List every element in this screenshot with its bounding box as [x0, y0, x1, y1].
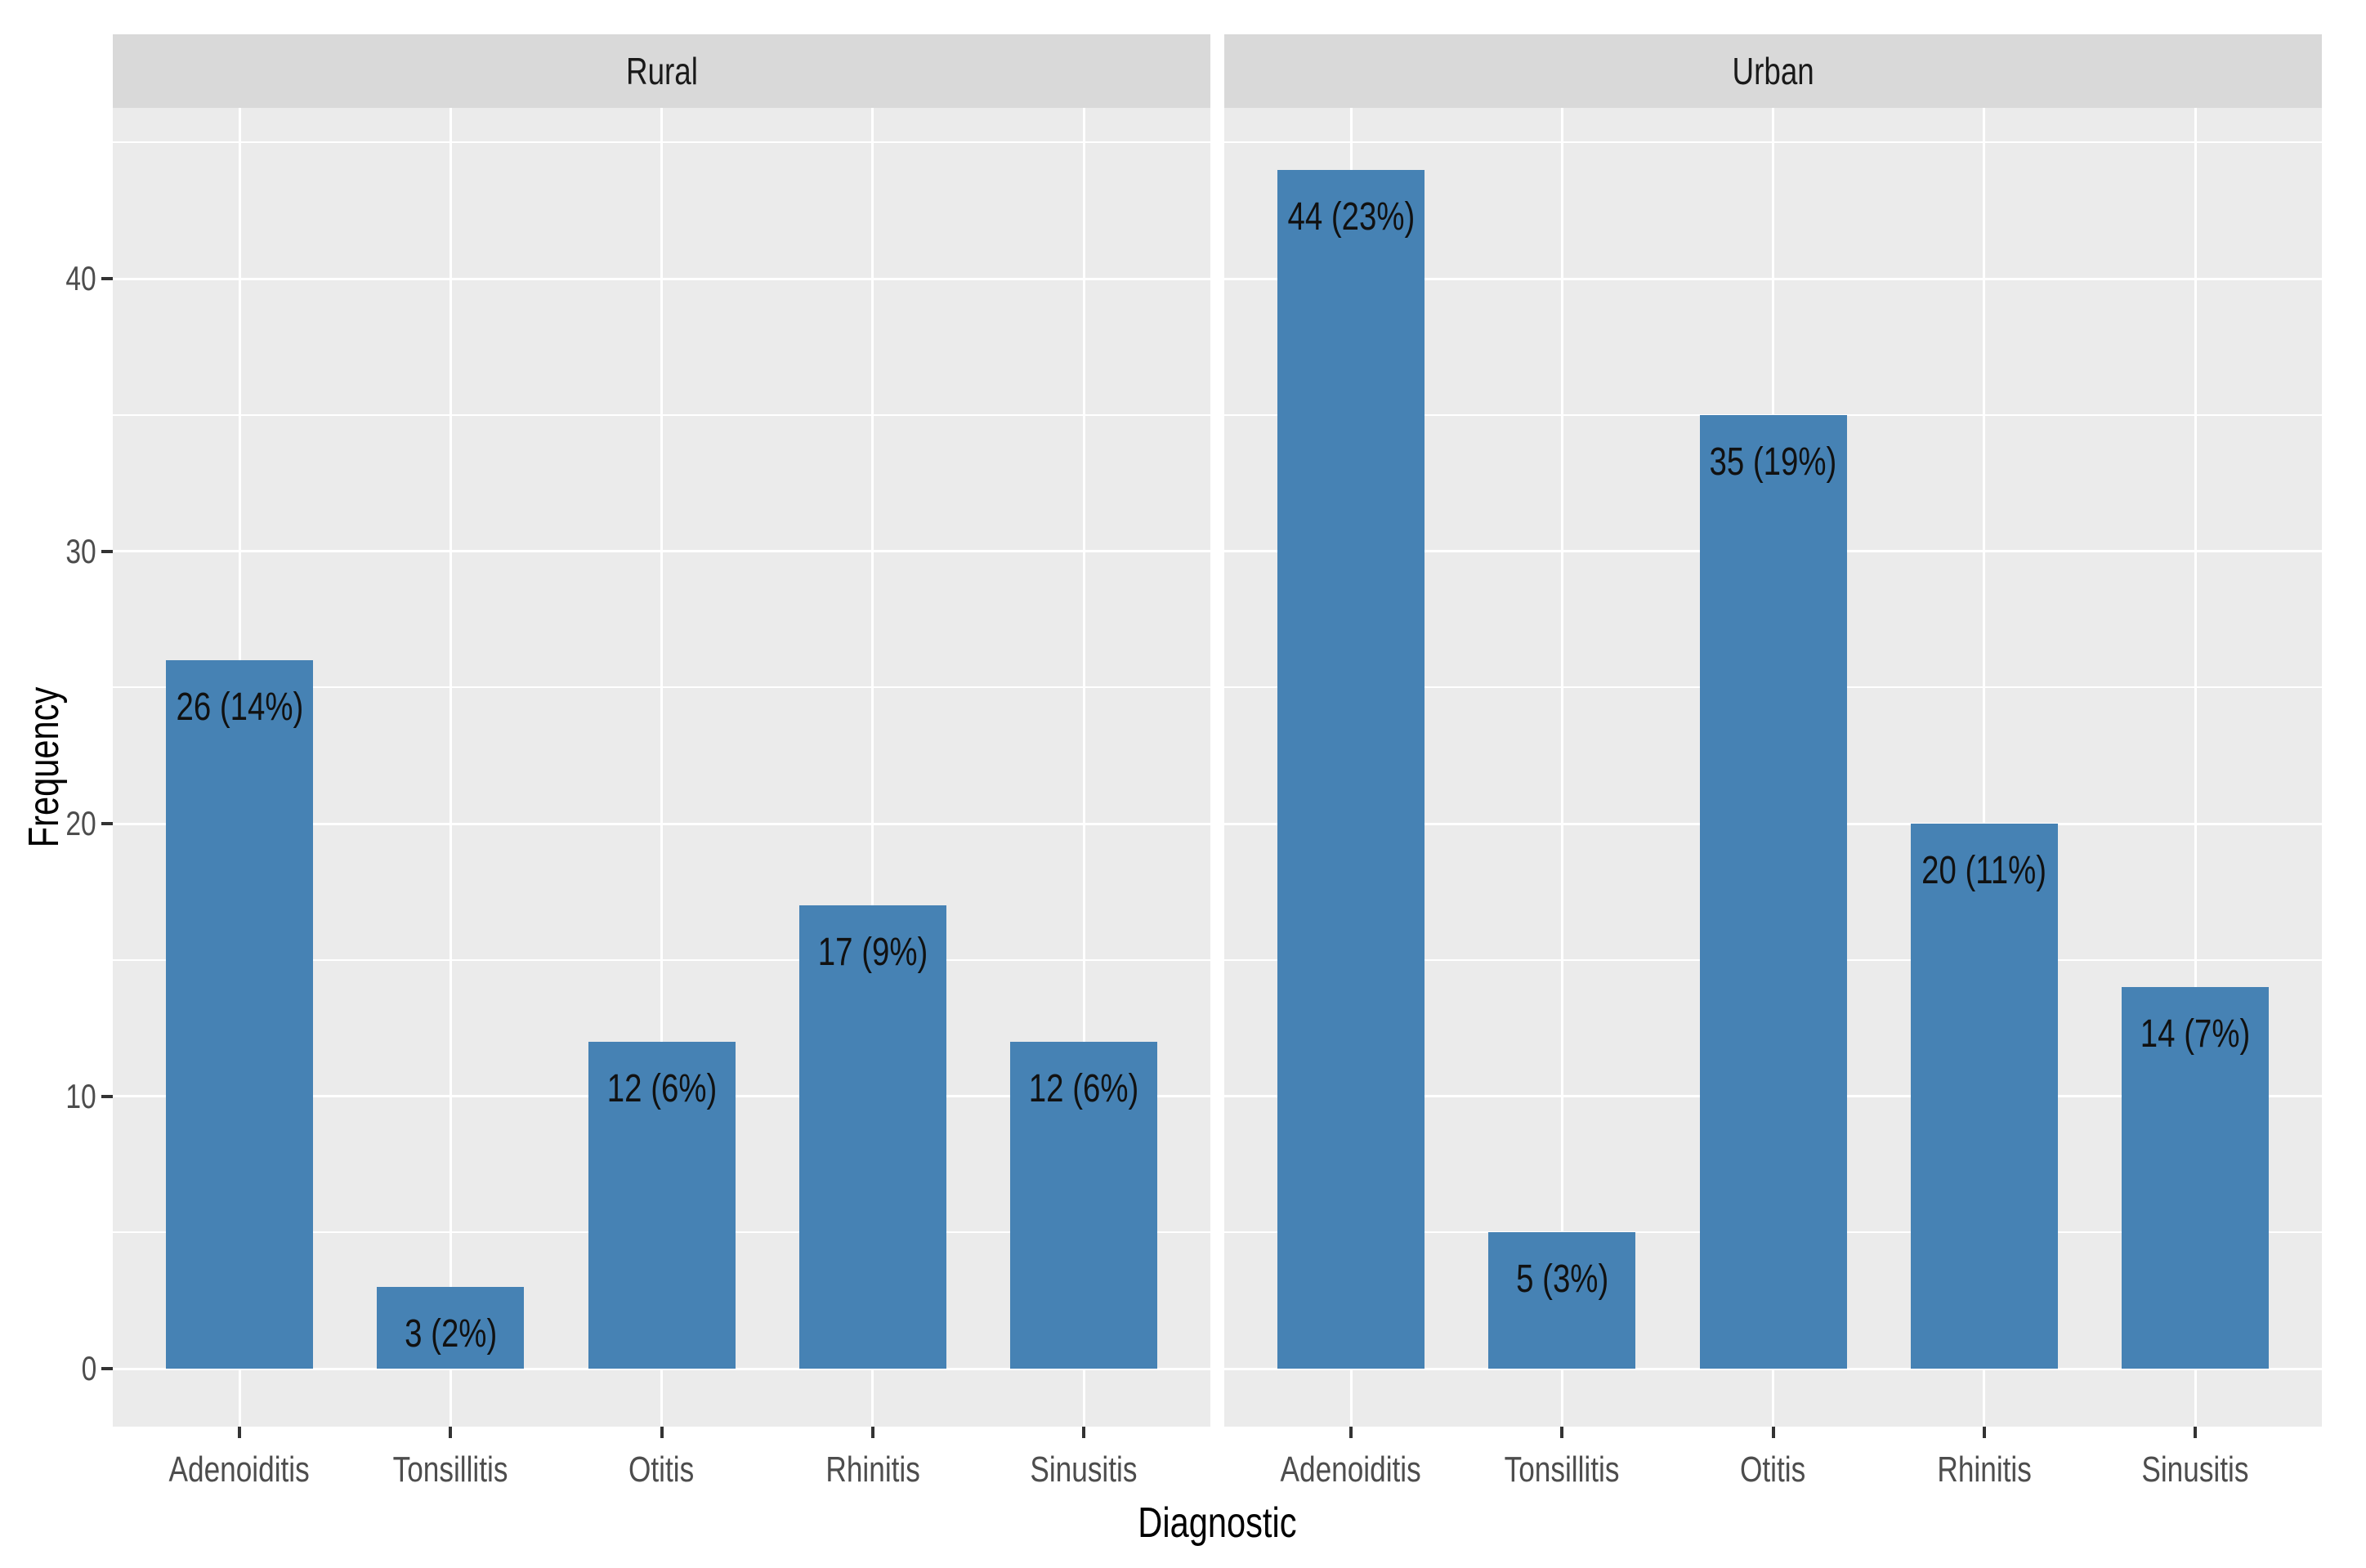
x-tick-mark-otitis — [660, 1427, 664, 1438]
major-gridline-x-tonsillitis — [449, 108, 452, 1427]
x-tick-label: Tonsillitis — [392, 1450, 508, 1490]
panel-rural: 26 (14%) 3 (2%) 12 (6%) 17 (9%) 12 (6%) — [113, 108, 1210, 1427]
y-tick-mark-30 — [101, 549, 113, 553]
y-tick-label: 40 — [65, 259, 96, 297]
y-tick-label-box: 40 — [0, 257, 96, 300]
major-gridline-x-rhinitis — [871, 108, 874, 1427]
y-tick-mark-0 — [101, 1367, 113, 1370]
x-tick-label-box: Tonsillitis — [328, 1450, 573, 1490]
bar-value-label-box: 26 (14%) — [117, 685, 362, 730]
x-tick-label: Sinusitis — [2141, 1450, 2249, 1490]
x-tick-label: Tonsillitis — [1504, 1450, 1620, 1490]
bar-urban-otitis — [1699, 414, 1847, 1369]
bar-value-label: 3 (2%) — [404, 1311, 497, 1356]
bar-rural-otitis — [588, 1041, 736, 1369]
bar-rural-adenoiditis — [166, 659, 313, 1369]
x-tick-mark-tonsillitis — [449, 1427, 453, 1438]
major-gridline-x-sinusitis — [1082, 108, 1085, 1427]
x-tick-label: Rhinitis — [1937, 1450, 2032, 1490]
bar-value-label: 12 (6%) — [606, 1066, 717, 1110]
x-tick-mark-tonsillitis — [1560, 1427, 1564, 1438]
x-tick-label-box: Adenoiditis — [1228, 1450, 1474, 1490]
x-tick-mark-adenoiditis — [238, 1427, 241, 1438]
y-tick-mark-20 — [101, 822, 113, 825]
bar-value-label: 26 (14%) — [176, 685, 303, 729]
bar-value-label: 17 (9%) — [817, 931, 928, 975]
x-tick-mark-sinusitis — [2194, 1427, 2198, 1438]
bar-urban-tonsillitis — [1488, 1232, 1636, 1369]
bar-urban-rhinitis — [1910, 824, 2058, 1369]
facet-strip-rural: Rural — [113, 34, 1210, 108]
bar-value-label-box: 35 (19%) — [1651, 440, 1896, 485]
x-tick-label: Adenoiditis — [168, 1450, 311, 1490]
bar-value-label: 35 (19%) — [1709, 440, 1837, 484]
major-gridline-x-tonsillitis — [1560, 108, 1563, 1427]
facet-strip-label: Rural — [625, 50, 698, 92]
y-tick-label-box: 20 — [0, 802, 96, 845]
x-tick-label-box: Tonsillitis — [1439, 1450, 1684, 1490]
x-tick-label: Otitis — [1740, 1450, 1806, 1490]
bar-value-label-box: 12 (6%) — [961, 1066, 1206, 1111]
x-tick-label-box: Sinusitis — [961, 1450, 1206, 1490]
y-tick-mark-10 — [101, 1094, 113, 1098]
x-tick-label-box: Sinusitis — [2073, 1450, 2318, 1490]
x-tick-label-box: Otitis — [1651, 1450, 1896, 1490]
bar-value-label-box: 5 (3%) — [1439, 1257, 1684, 1302]
major-gridline-x-sinusitis — [2194, 108, 2197, 1427]
x-tick-label-box: Rhinitis — [750, 1450, 995, 1490]
x-tick-label: Otitis — [628, 1450, 695, 1490]
x-axis-title: Diagnostic — [1137, 1499, 1297, 1547]
major-gridline-x-rhinitis — [1983, 108, 1986, 1427]
x-tick-label: Sinusitis — [1030, 1450, 1138, 1490]
x-tick-label: Rhinitis — [825, 1450, 920, 1490]
bar-value-label: 20 (11%) — [1921, 849, 2047, 892]
y-tick-label-box: 30 — [0, 530, 96, 573]
facet-strip-urban: Urban — [1224, 34, 2322, 108]
major-gridline-x-otitis — [660, 108, 664, 1427]
x-tick-mark-rhinitis — [1982, 1427, 1986, 1438]
x-tick-label: Adenoiditis — [1280, 1450, 1422, 1490]
x-tick-mark-rhinitis — [870, 1427, 874, 1438]
bar-value-label: 12 (6%) — [1028, 1066, 1139, 1110]
facet-strip-label: Urban — [1732, 50, 1814, 92]
x-tick-label-box: Rhinitis — [1862, 1450, 2107, 1490]
y-tick-label: 20 — [65, 804, 96, 842]
bar-value-label: 5 (3%) — [1515, 1258, 1608, 1302]
y-tick-mark-40 — [101, 277, 113, 280]
y-tick-label: 30 — [65, 531, 96, 570]
bar-rural-rhinitis — [798, 905, 946, 1369]
y-tick-label: 10 — [65, 1076, 96, 1115]
bar-value-label-box: 44 (23%) — [1228, 194, 1474, 239]
bar-value-label-box: 14 (7%) — [2073, 1012, 2318, 1057]
panel-urban: 44 (23%) 5 (3%) 35 (19%) 20 (11%) 14 (7%) — [1224, 108, 2322, 1427]
x-tick-label-box: Adenoiditis — [117, 1450, 362, 1490]
x-tick-label-box: Otitis — [539, 1450, 785, 1490]
bar-value-label-box: 3 (2%) — [328, 1311, 573, 1356]
bar-value-label: 14 (7%) — [2140, 1012, 2251, 1057]
bar-rural-sinusitis — [1010, 1041, 1158, 1369]
bar-value-label-box: 17 (9%) — [750, 930, 995, 975]
bar-urban-sinusitis — [2122, 987, 2270, 1369]
y-tick-label: 0 — [81, 1349, 96, 1387]
x-tick-mark-sinusitis — [1082, 1427, 1086, 1438]
bar-value-label: 44 (23%) — [1287, 194, 1415, 239]
x-axis-title-box: Diagnostic — [1013, 1499, 1421, 1548]
y-tick-label-box: 10 — [0, 1075, 96, 1118]
bar-rural-tonsillitis — [377, 1286, 525, 1369]
y-tick-label-box: 0 — [0, 1347, 96, 1390]
bar-value-label-box: 12 (6%) — [539, 1066, 785, 1111]
x-tick-mark-otitis — [1771, 1427, 1775, 1438]
x-tick-mark-adenoiditis — [1349, 1427, 1353, 1438]
bar-value-label-box: 20 (11%) — [1862, 848, 2107, 893]
bar-urban-adenoiditis — [1277, 169, 1425, 1369]
